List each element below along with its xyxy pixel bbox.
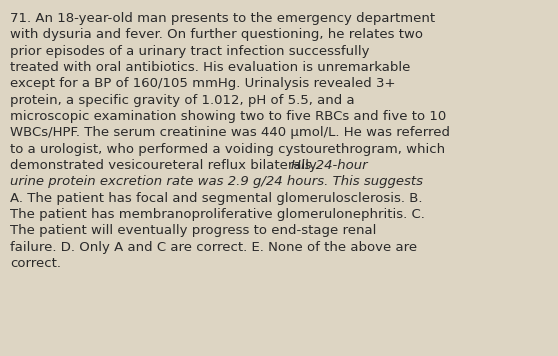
Text: except for a BP of 160/105 mmHg. Urinalysis revealed 3+: except for a BP of 160/105 mmHg. Urinaly… — [10, 77, 396, 90]
Text: prior episodes of a urinary tract infection successfully: prior episodes of a urinary tract infect… — [10, 45, 369, 58]
Text: The patient has membranoproliferative glomerulonephritis. C.: The patient has membranoproliferative gl… — [10, 208, 425, 221]
Text: microscopic examination showing two to five RBCs and five to 10: microscopic examination showing two to f… — [10, 110, 446, 123]
Text: correct.: correct. — [10, 257, 61, 270]
Text: protein, a specific gravity of 1.012, pH of 5.5, and a: protein, a specific gravity of 1.012, pH… — [10, 94, 355, 107]
Text: failure. D. Only A and C are correct. E. None of the above are: failure. D. Only A and C are correct. E.… — [10, 241, 417, 254]
Text: to a urologist, who performed a voiding cystourethrogram, which: to a urologist, who performed a voiding … — [10, 143, 445, 156]
Text: treated with oral antibiotics. His evaluation is unremarkable: treated with oral antibiotics. His evalu… — [10, 61, 410, 74]
Text: urine protein excretion rate was 2.9 g/24 hours. This suggests: urine protein excretion rate was 2.9 g/2… — [10, 176, 423, 188]
Text: with dysuria and fever. On further questioning, he relates two: with dysuria and fever. On further quest… — [10, 28, 423, 41]
Text: 71. An 18-year-old man presents to the emergency department: 71. An 18-year-old man presents to the e… — [10, 12, 435, 25]
Text: A. The patient has focal and segmental glomerulosclerosis. B.: A. The patient has focal and segmental g… — [10, 192, 422, 205]
Text: demonstrated vesicoureteral reflux bilaterally.: demonstrated vesicoureteral reflux bilat… — [10, 159, 324, 172]
Text: WBCs/HPF. The serum creatinine was 440 μmol/L. He was referred: WBCs/HPF. The serum creatinine was 440 μ… — [10, 126, 450, 140]
Text: His 24-hour: His 24-hour — [291, 159, 367, 172]
Text: The patient will eventually progress to end-stage renal: The patient will eventually progress to … — [10, 224, 377, 237]
